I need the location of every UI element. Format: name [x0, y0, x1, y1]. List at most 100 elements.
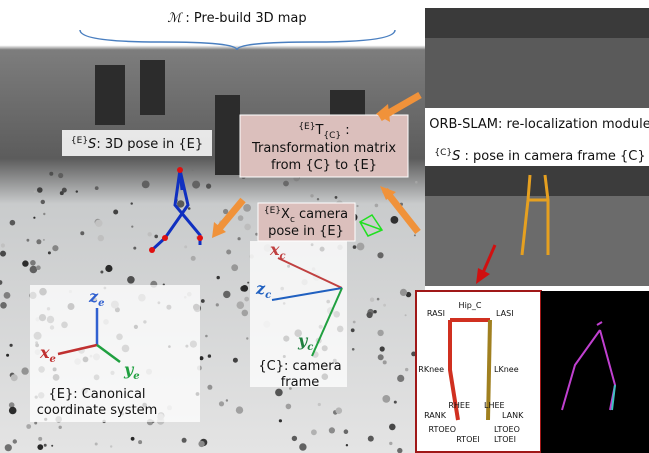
- cloud-dot: [26, 424, 31, 429]
- cloud-dot: [223, 291, 230, 298]
- cloud-dot: [13, 439, 17, 443]
- orb-label: ORB-SLAM: re-localization module: [429, 117, 649, 132]
- cloud-dot: [10, 220, 16, 226]
- cloud-dot: [352, 348, 355, 351]
- cloud-dot: [246, 337, 248, 339]
- cloud-dot: [62, 188, 67, 193]
- map-label: ℳ : Pre-build 3D map: [167, 11, 306, 26]
- cloud-dot: [95, 186, 99, 190]
- cloud-dot: [375, 204, 379, 208]
- joint-label: RANK: [424, 411, 447, 420]
- cloud-dot: [389, 424, 396, 431]
- cloud-dot: [244, 297, 249, 302]
- cloud-dot: [36, 239, 41, 244]
- cloud-dot: [191, 256, 196, 261]
- joint-label: LANK: [502, 411, 524, 420]
- joint-label: LTOEI: [494, 435, 516, 444]
- cloud-dot: [11, 374, 18, 381]
- cloud-dot: [242, 310, 249, 317]
- cloud-dot: [27, 239, 30, 242]
- joint-label: Hip_C: [459, 301, 482, 310]
- cloud-dot: [110, 445, 112, 447]
- cloud-dot: [41, 200, 45, 204]
- joint-label: RKnee: [418, 365, 444, 374]
- cloud-dot: [34, 191, 36, 193]
- cloud-dot: [182, 438, 187, 443]
- cloud-dot: [33, 217, 35, 219]
- cloud-dot: [368, 436, 374, 442]
- cloud-dot: [279, 419, 282, 422]
- cloud-dot: [192, 169, 194, 171]
- cloud-dot: [43, 213, 45, 215]
- cloud-dot: [138, 440, 142, 444]
- cloud-dot: [219, 401, 224, 406]
- joint-label: RTOEO: [428, 425, 456, 434]
- camera-frame-text: frame: [281, 375, 320, 390]
- cloud-dot: [10, 344, 13, 347]
- cloud-dot: [49, 172, 53, 176]
- photo-ceiling: [425, 8, 649, 38]
- cloud-dot: [37, 444, 43, 450]
- camera-pose-label: {C}S : pose in camera frame {C}: [434, 148, 645, 164]
- cloud-dot: [329, 427, 335, 433]
- cloud-dot: [373, 310, 376, 313]
- cloud-dot: [391, 216, 399, 224]
- cloud-dot: [335, 196, 338, 199]
- cloud-dot: [44, 444, 47, 447]
- cloud-dot: [292, 436, 297, 441]
- cloud-dot: [51, 445, 53, 447]
- cloud-dot: [318, 403, 321, 406]
- cloud-dot: [1, 243, 5, 247]
- cloud-dot: [58, 173, 63, 178]
- cloud-dot: [5, 444, 12, 451]
- cloud-dot: [336, 407, 343, 414]
- cloud-dot: [198, 441, 204, 447]
- cloud-dot: [380, 346, 385, 351]
- cloud-dot: [216, 303, 219, 306]
- cloud-dot: [400, 289, 407, 296]
- joint-label: LHEE: [484, 401, 505, 410]
- cloud-dot: [415, 181, 418, 184]
- cloud-dot: [59, 426, 62, 429]
- cloud-dot: [4, 292, 11, 299]
- cloud-dot: [382, 395, 390, 403]
- cloud-dot: [377, 298, 380, 301]
- cloud-dot: [346, 444, 348, 446]
- cloud-dot: [148, 232, 152, 236]
- cloud-dot: [238, 215, 244, 221]
- joint-label: RTOEI: [456, 435, 480, 444]
- cloud-dot: [208, 354, 211, 357]
- cloud-dot: [236, 406, 243, 413]
- figure: ℳ : Pre-build 3D map ORB-SLAM: re-locali…: [0, 0, 649, 453]
- cloud-dot: [30, 266, 38, 274]
- cloud-dot: [6, 354, 9, 357]
- cloud-dot: [351, 328, 355, 332]
- cloud-dot: [184, 245, 187, 248]
- cloud-dot: [226, 250, 231, 255]
- cloud-dot: [414, 234, 416, 236]
- cloud-dot: [383, 304, 386, 307]
- cloud-dot: [317, 198, 319, 200]
- cloud-dot: [356, 205, 358, 207]
- cloud-dot: [310, 194, 313, 197]
- joint-label: RHEE: [448, 401, 470, 410]
- cloud-dot: [131, 226, 133, 228]
- cloud-dot: [48, 251, 51, 254]
- cloud-dot: [43, 239, 45, 241]
- camera-box-line: pose in {E}: [268, 224, 344, 239]
- cloud-dot: [367, 312, 373, 318]
- cloud-dot: [344, 429, 349, 434]
- joint-label: RASI: [427, 309, 445, 318]
- world-pose-label: {E}S: 3D pose in {E}: [71, 136, 203, 152]
- cloud-dot: [154, 235, 158, 239]
- cloud-dot: [131, 437, 135, 441]
- cloud-dot: [377, 252, 383, 258]
- cloud-dot: [30, 260, 36, 266]
- transform-line: Transformation matrix: [251, 141, 396, 156]
- cloud-dot: [207, 385, 212, 390]
- cloud-dot: [133, 247, 136, 250]
- world-frame-text: {E}: Canonical: [48, 387, 145, 402]
- cloud-dot: [95, 220, 102, 227]
- cloud-dot: [142, 181, 150, 189]
- cloud-dot: [353, 245, 357, 249]
